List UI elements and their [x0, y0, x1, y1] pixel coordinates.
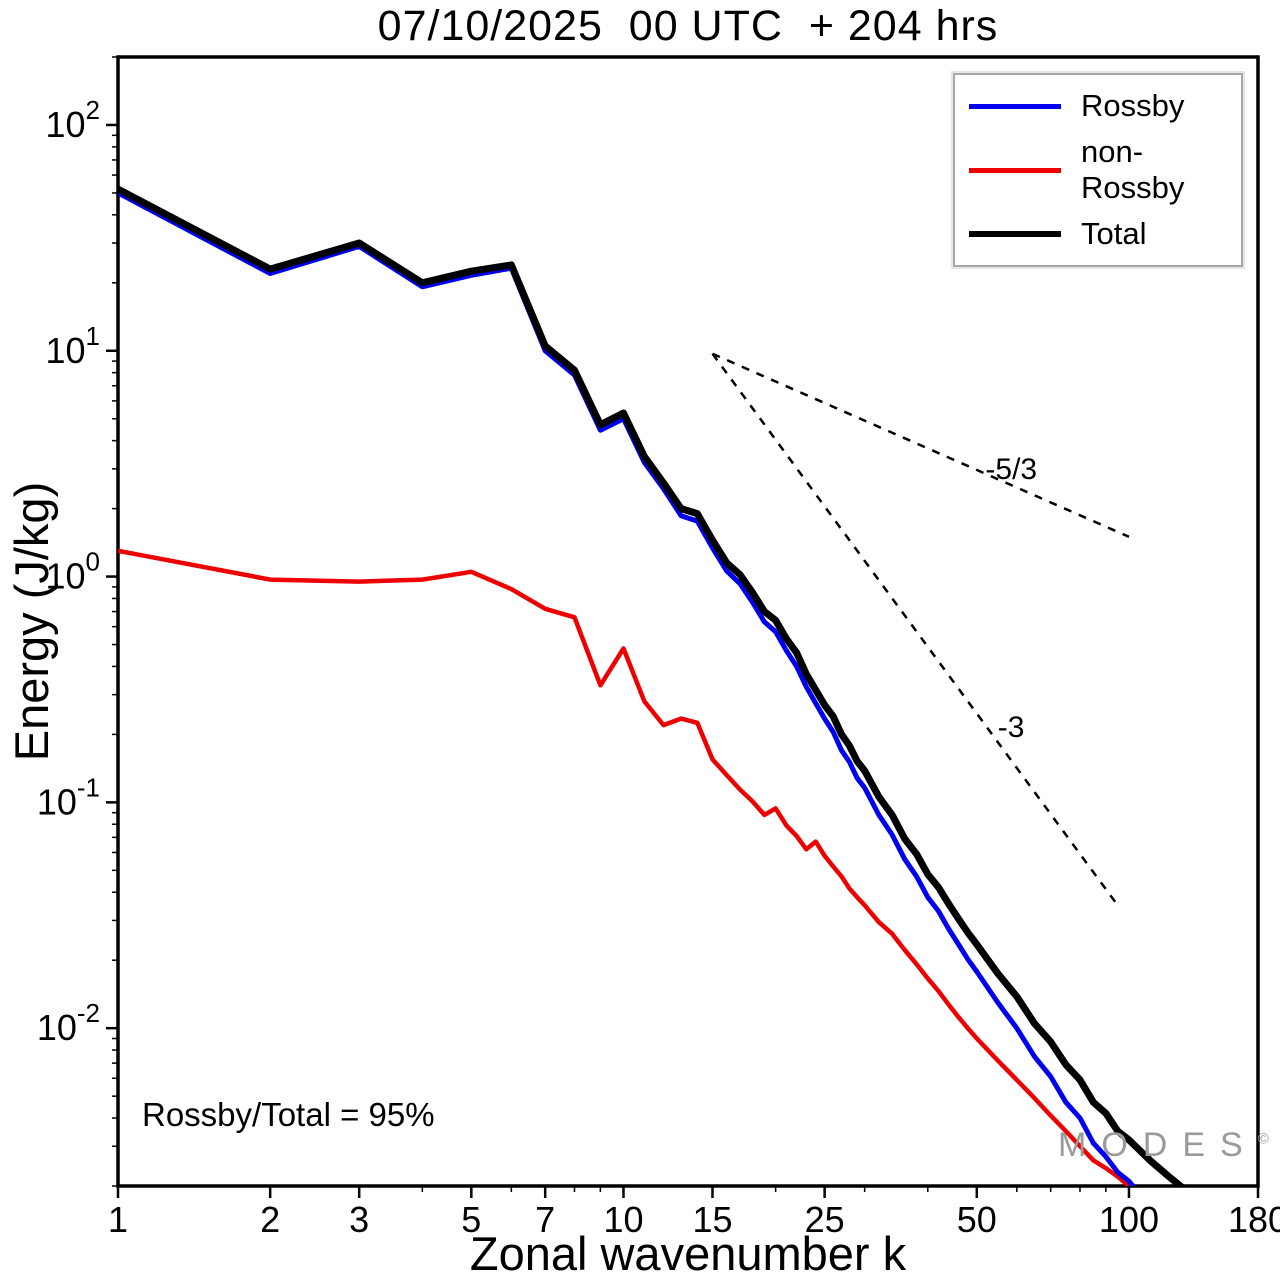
- copyright-icon: ©: [1257, 1130, 1269, 1148]
- legend-item-rossby: Rossby: [955, 88, 1241, 124]
- y-tick-label: 100: [45, 547, 100, 597]
- y-tick-label: 10-1: [37, 772, 100, 822]
- x-axis-label: Zonal wavenumber k: [469, 1227, 907, 1280]
- x-tick-label: 2: [260, 1199, 280, 1240]
- legend-label-rossby: Rossby: [1081, 88, 1185, 123]
- x-tick-label: 180: [1228, 1199, 1280, 1240]
- y-tick-label: 101: [45, 321, 100, 371]
- slope-label: -3: [998, 711, 1025, 744]
- rossby-line-swatch: [969, 103, 1061, 109]
- legend-label-total: Total: [1081, 216, 1147, 251]
- y-axis-label: Energy (J/kg): [5, 481, 58, 762]
- legend-label-non-rossby: non-Rossby: [1081, 134, 1185, 205]
- x-tick-label: 5: [461, 1199, 481, 1240]
- non-rossby-line-swatch: [969, 167, 1061, 173]
- x-tick-label: 10: [603, 1199, 643, 1240]
- axes: 1 2 3 5 7 10 15 25 50 100 180 102 101 100 10-1 10-2: [37, 55, 1280, 1240]
- total-line-swatch: [969, 231, 1061, 237]
- legend-item-total: Total: [955, 216, 1241, 252]
- non-rossby-line: [118, 548, 1133, 1186]
- chart-title: 07/10/2025 00 UTC + 204 hrs: [377, 2, 999, 50]
- y-tick-label: 102: [45, 95, 100, 145]
- x-tick-label: 50: [957, 1199, 997, 1240]
- total-line: [118, 185, 1186, 1186]
- slope-line--3: [711, 353, 1119, 907]
- x-tick-label: 25: [805, 1199, 845, 1240]
- x-tick-label: 1: [108, 1199, 128, 1240]
- x-tick-label: 7: [535, 1199, 555, 1240]
- legend-item-non-rossby: non-Rossby: [955, 134, 1241, 206]
- x-tick-label: 100: [1099, 1199, 1159, 1240]
- plot-frame: [116, 55, 1260, 1188]
- slope-line--5/3: [711, 352, 1130, 538]
- modes-watermark-text: MODES: [1058, 1126, 1258, 1164]
- modes-watermark: MODES©: [1058, 1126, 1269, 1165]
- x-tick-label: 15: [692, 1199, 732, 1240]
- rossby-total-ratio-annotation: Rossby/Total = 95%: [142, 1096, 435, 1133]
- y-tick-label: 10-2: [37, 998, 100, 1048]
- x-tick-label: 3: [349, 1199, 369, 1240]
- slope-label: -5/3: [985, 453, 1037, 486]
- legend: Rossby non-Rossby Total: [953, 73, 1243, 267]
- series-lines: [118, 185, 1186, 1186]
